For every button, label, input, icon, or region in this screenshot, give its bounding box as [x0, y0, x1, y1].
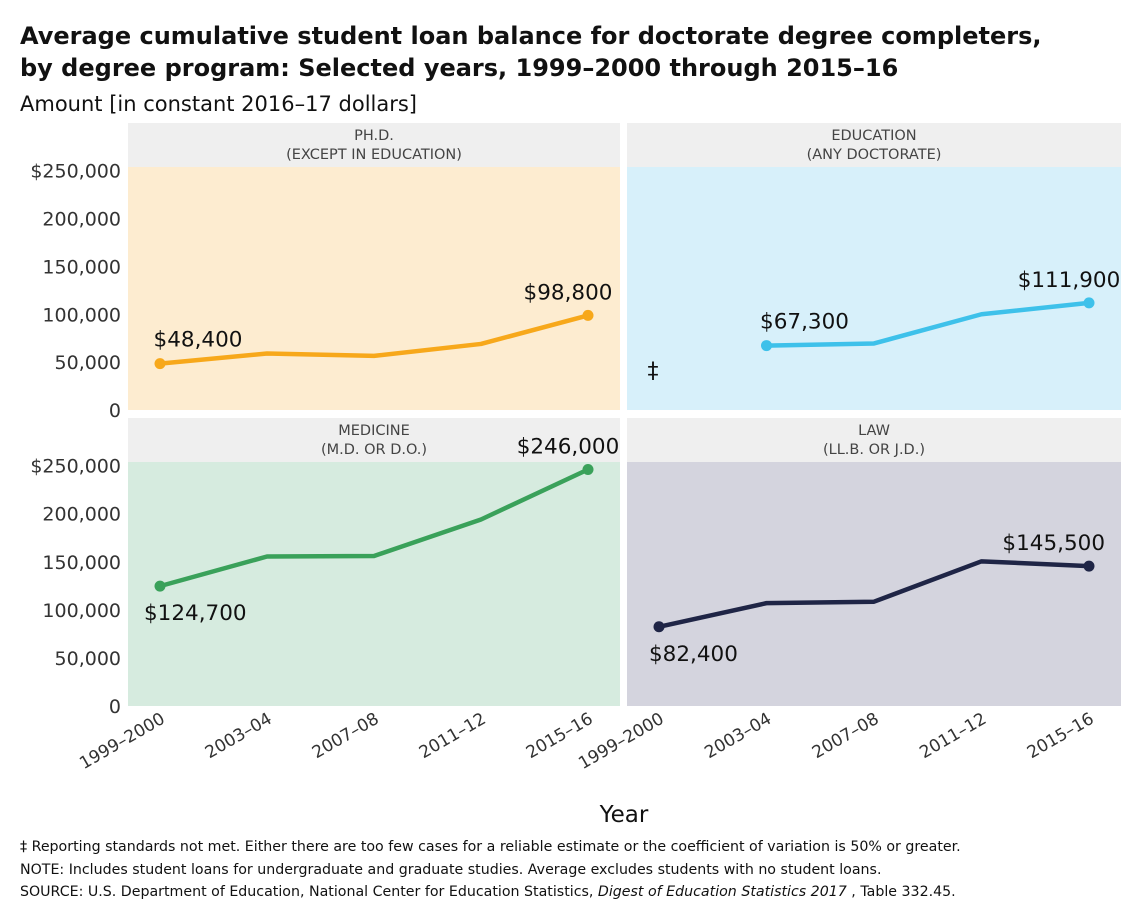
data-point-marker: [761, 340, 772, 352]
panel-title: MEDICINE: [338, 423, 410, 439]
chart-title-line-2: by degree program: Selected years, 1999–…: [20, 54, 899, 82]
source-title: Digest of Education Statistics 2017: [597, 884, 847, 900]
data-point-marker: [1083, 560, 1095, 572]
panel-header: [128, 418, 620, 462]
data-point-marker: [653, 621, 665, 633]
panel-plot-area: [627, 167, 1121, 410]
y-tick-label: 200,000: [42, 504, 121, 526]
x-tick-label: 2011–12: [916, 709, 990, 763]
data-label: $48,400: [154, 328, 243, 353]
panel-title: EDUCATION: [831, 128, 916, 144]
panel-header: [627, 418, 1121, 462]
y-tick-label: 100,000: [42, 600, 121, 622]
x-tick-label: 2011–12: [416, 709, 490, 763]
data-label: $82,400: [649, 642, 738, 667]
data-point-marker: [154, 358, 166, 370]
source-prefix: SOURCE: U.S. Department of Education, Na…: [20, 884, 598, 900]
data-point-marker: [1083, 297, 1095, 309]
series-line: [656, 559, 1092, 630]
x-tick-label: 2007–08: [809, 709, 883, 763]
data-point-marker: [582, 309, 594, 321]
y-tick-label: 150,000: [42, 256, 121, 278]
y-tick-label: 100,000: [42, 304, 121, 326]
x-tick-label: 2003–04: [202, 709, 276, 763]
y-tick-label: 150,000: [42, 552, 121, 574]
data-point-marker: [582, 464, 594, 476]
source-suffix: , Table 332.45.: [846, 884, 956, 900]
data-label: $145,500: [1002, 531, 1105, 556]
panel-plot-area: [627, 462, 1121, 706]
faceted-line-chart: PH.D. (EXCEPT IN EDUCATION) $48,400 $98,800…: [30, 123, 1121, 828]
x-axis-title: Year: [599, 802, 649, 828]
x-tick-label: 2007–08: [309, 709, 383, 763]
series-line: [157, 313, 591, 366]
x-tick-label: 2015–16: [1024, 709, 1098, 763]
data-label: $246,000: [517, 435, 620, 460]
data-label: $98,800: [524, 280, 613, 305]
chart-title-line-1: Average cumulative student loan balance …: [20, 22, 1042, 50]
panel-header: [627, 123, 1121, 167]
y-tick-label: 200,000: [42, 209, 121, 231]
panel-subtitle: (LL.B. OR J.D.): [823, 442, 925, 458]
y-tick-label: 0: [109, 696, 121, 718]
x-tick-label: 2003–04: [701, 709, 775, 763]
series-line: [157, 467, 591, 589]
y-tick-label: $250,000: [30, 456, 121, 478]
general-note: NOTE: Includes student loans for undergr…: [20, 861, 882, 878]
y-axis-unit-subtitle: Amount [in constant 2016–17 dollars]: [20, 92, 418, 116]
panel-subtitle: (EXCEPT IN EDUCATION): [286, 147, 462, 163]
panel-title: LAW: [858, 423, 890, 439]
panel-header: [128, 123, 620, 167]
chart-footnotes: ‡ Reporting standards not met. Either th…: [20, 836, 1140, 904]
x-tick-label: 1999–2000: [76, 709, 168, 774]
panel-title: PH.D.: [354, 128, 394, 144]
y-tick-label: 50,000: [55, 352, 121, 374]
panel-subtitle: (M.D. OR D.O.): [321, 442, 427, 458]
y-tick-label: 50,000: [55, 648, 121, 670]
panel-plot-area: [128, 462, 620, 706]
data-label: $111,900: [1018, 268, 1121, 293]
panel-subtitle: (ANY DOCTORATE): [807, 147, 942, 163]
reporting-standards-note: ‡ Reporting standards not met. Either th…: [20, 839, 961, 855]
series-line: [764, 300, 1092, 348]
reporting-standards-symbol: ‡: [648, 359, 659, 384]
source-note: SOURCE: U.S. Department of Education, Na…: [20, 881, 1140, 904]
chart-title: Average cumulative student loan balance …: [20, 20, 1130, 84]
data-label: $67,300: [760, 310, 849, 335]
data-label: $124,700: [144, 601, 247, 626]
y-tick-label: 0: [109, 400, 121, 422]
panel-plot-area: [128, 167, 620, 410]
y-tick-label: $250,000: [30, 161, 121, 183]
data-point-marker: [154, 580, 166, 592]
